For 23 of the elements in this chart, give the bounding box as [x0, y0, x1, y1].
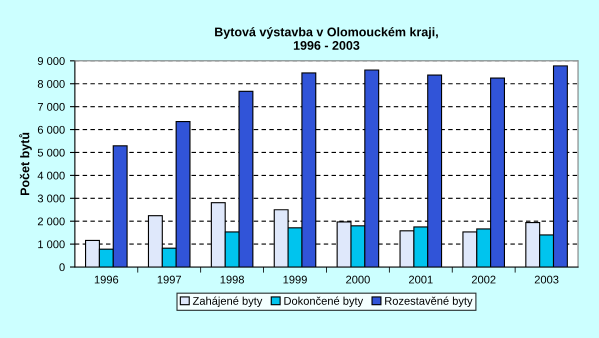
legend-label: Dokončené byty	[284, 296, 364, 308]
y-tick-label: 9 000	[38, 57, 65, 65]
x-tick-label: 2002	[472, 276, 496, 284]
x-tick-label: 2000	[346, 276, 370, 284]
x-tick-label: 1997	[158, 276, 182, 284]
y-tick-label: 7 000	[38, 102, 65, 111]
y-tick-label: 1 000	[38, 240, 65, 248]
y-axis-title: Počet bytů	[19, 132, 32, 196]
y-tick-label: 5 000	[38, 148, 65, 157]
x-tick-label: 1999	[283, 276, 307, 284]
x-tick-label: 1996	[94, 276, 118, 284]
y-tick-label: 8 000	[38, 80, 65, 88]
chart-title: Bytová výstavba v Olomouckém kraji, 1996 - 2003	[215, 27, 438, 50]
legend-label: Zahájené byty	[192, 296, 262, 308]
x-tick-label: 2001	[409, 276, 433, 284]
x-tick-label: 2003	[534, 276, 558, 284]
legend-label: Rozestavěné byty	[385, 296, 473, 308]
x-tick-label: 1998	[220, 276, 244, 284]
y-tick-label: 2 000	[38, 217, 65, 226]
y-tick-label: 6 000	[38, 126, 65, 134]
y-tick-label: 0	[59, 263, 65, 272]
y-tick-label: 4 000	[38, 172, 65, 180]
y-tick-label: 3 000	[38, 194, 65, 202]
